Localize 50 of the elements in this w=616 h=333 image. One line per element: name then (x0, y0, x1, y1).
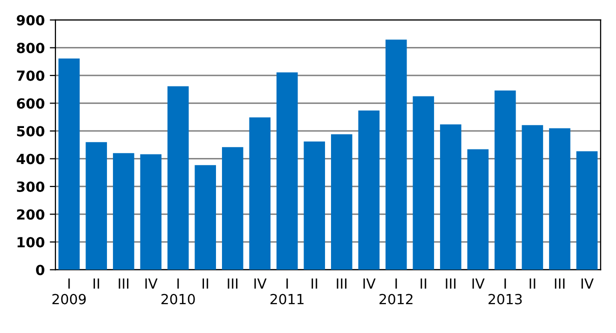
bar (194, 165, 216, 270)
y-tick-label: 600 (16, 98, 44, 109)
bar (249, 117, 271, 270)
bar (522, 125, 544, 270)
x-tick-label: II (420, 278, 426, 289)
x-tick-label: II (94, 278, 100, 289)
y-tick-label: 400 (16, 154, 44, 164)
bar (549, 128, 570, 270)
bar (276, 72, 298, 270)
bar (86, 142, 107, 270)
bar (222, 147, 244, 270)
x-tick-label: III (118, 278, 128, 289)
y-tick-label: 200 (17, 209, 44, 220)
x-tick-label: II (312, 278, 318, 289)
x-tick-label: IV (254, 278, 267, 289)
y-tick-label: 700 (16, 70, 44, 81)
bar (304, 142, 326, 270)
x-tick-label: II (202, 278, 208, 289)
bar (386, 40, 407, 270)
x-tick-label: I 2011 (270, 278, 304, 304)
bar (440, 124, 462, 270)
y-tick-label: 800 (16, 42, 44, 54)
bar (58, 58, 80, 270)
x-tick-label: IV (472, 278, 485, 289)
x-tick-label: III (554, 278, 564, 289)
x-tick-label: I 2009 (52, 278, 86, 304)
bar (112, 153, 134, 270)
bar (494, 90, 516, 270)
x-tick-label: IV (582, 278, 594, 289)
bar (412, 96, 434, 270)
x-tick-label: III (446, 278, 456, 289)
bar (576, 151, 598, 270)
y-tick-label: 500 (17, 126, 44, 136)
x-tick-label: II (530, 278, 536, 289)
bar (358, 110, 380, 270)
x-tick-label: I 2013 (488, 278, 522, 304)
x-tick-label: IV (145, 278, 158, 289)
x-tick-label: I 2010 (161, 278, 195, 304)
bar (331, 134, 352, 270)
bar (467, 149, 489, 270)
y-tick-label: 0 (36, 264, 44, 276)
y-tick-label: 100 (18, 236, 44, 248)
x-tick-label: IV (363, 278, 376, 289)
bar (140, 154, 162, 270)
x-tick-label: I 2012 (380, 278, 412, 304)
y-tick-label: 300 (16, 181, 44, 192)
x-tick-label: III (228, 278, 238, 289)
bar (167, 86, 189, 270)
x-tick-label: III (336, 278, 346, 289)
y-tick-label: 900 (16, 14, 44, 26)
